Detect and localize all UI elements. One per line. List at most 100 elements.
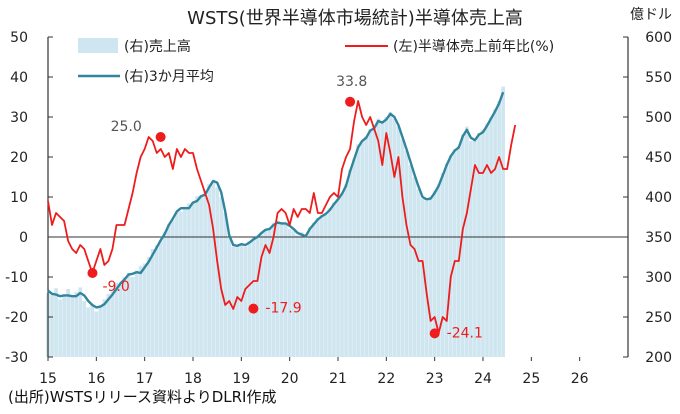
- left-tick-label: 10: [10, 190, 28, 206]
- annotation-marker: [248, 303, 259, 314]
- sales-bar: [352, 158, 356, 357]
- sales-bar: [86, 307, 91, 357]
- sales-bar: [316, 217, 320, 357]
- sales-bar: [356, 144, 360, 357]
- sales-bar: [166, 224, 171, 357]
- sales-bar: [416, 189, 421, 357]
- sales-bar: [291, 230, 296, 357]
- sales-bar: [360, 141, 365, 357]
- sales-bar: [255, 235, 260, 357]
- sales-bar: [134, 270, 139, 357]
- sales-bar: [412, 177, 417, 357]
- right-tick-label: 400: [645, 190, 672, 206]
- source-note: (出所)WSTSリリース資料よりDLRI作成: [8, 388, 277, 406]
- annotation-marker: [429, 328, 440, 339]
- chart-title: WSTS(世界半導体市場統計)半導体売上高: [187, 8, 523, 29]
- sales-bar: [195, 196, 199, 357]
- sales-bar: [320, 214, 324, 357]
- sales-bar: [501, 86, 505, 357]
- sales-bar: [203, 190, 207, 357]
- annotations: 25.0 -9.0 -17.9 33.8 -24.1: [87, 74, 483, 341]
- annotation-label: -9.0: [102, 279, 129, 295]
- left-tick-label: -30: [5, 350, 28, 366]
- sales-bar: [171, 219, 175, 357]
- sales-bar: [191, 201, 195, 357]
- annotation-label: -17.9: [265, 301, 301, 317]
- sales-bar: [340, 193, 344, 357]
- sales-bars: [46, 86, 505, 358]
- sales-bar: [497, 101, 501, 357]
- sales-bar: [122, 277, 127, 357]
- x-tick-label: 25: [522, 371, 540, 387]
- sales-bar: [179, 211, 183, 357]
- sales-bar: [183, 206, 187, 357]
- sales-bar: [175, 212, 179, 357]
- legend-swatch-sales: [78, 38, 118, 53]
- sales-bar: [348, 169, 352, 357]
- sales-bar: [485, 123, 489, 358]
- sales-bar: [106, 293, 111, 357]
- sales-bar: [263, 230, 268, 357]
- sales-bar: [392, 118, 397, 357]
- sales-bar: [324, 214, 328, 357]
- sales-bar: [211, 181, 215, 357]
- sales-bar: [102, 299, 107, 357]
- sales-bar: [444, 163, 449, 357]
- sales-bar: [74, 292, 79, 357]
- sales-bar: [98, 305, 103, 357]
- sales-bar: [469, 141, 473, 357]
- right-axis-unit: 億ドル: [630, 7, 672, 23]
- sales-bar: [408, 165, 413, 357]
- right-tick-label: 600: [645, 30, 672, 46]
- left-tick-label: 40: [10, 70, 28, 86]
- legend-label-yoy: (左)半導体売上前年比(%): [393, 38, 554, 55]
- annotation-marker: [345, 96, 356, 107]
- series-lines: [47, 91, 517, 334]
- x-tick-label: 19: [232, 371, 250, 387]
- sales-bar: [150, 249, 155, 357]
- axes: 50 40 30 20 10 0 -10 -20 -30 600 550 500 450 400 350 30…: [5, 30, 672, 387]
- left-tick-label: 50: [10, 30, 28, 46]
- sales-bar: [328, 208, 332, 357]
- sales-bar: [158, 240, 163, 357]
- x-tick-label: 21: [329, 371, 347, 387]
- sales-bar: [400, 139, 405, 357]
- sales-bar: [448, 155, 453, 357]
- sales-bar: [465, 126, 469, 357]
- sales-bar: [154, 245, 159, 357]
- right-tick-label: 450: [645, 150, 672, 166]
- right-tick-label: 500: [645, 110, 672, 126]
- annotation-label: -24.1: [447, 325, 483, 341]
- sales-bar: [287, 229, 292, 357]
- sales-bar: [432, 190, 437, 357]
- sales-bar: [50, 294, 54, 357]
- sales-bar: [114, 282, 119, 357]
- sales-bar: [251, 237, 256, 357]
- sales-bar: [187, 203, 191, 357]
- x-tick-label: 20: [281, 371, 299, 387]
- sales-bar: [62, 294, 66, 357]
- sales-bar: [78, 287, 83, 357]
- sales-bar: [138, 265, 143, 357]
- sales-bar: [199, 195, 203, 357]
- left-tick-label: 30: [10, 110, 28, 126]
- sales-bar: [259, 232, 264, 357]
- yoy-line: [47, 100, 517, 334]
- sales-bar: [299, 232, 304, 357]
- annotation-label: 25.0: [111, 119, 142, 135]
- x-tick-label: 18: [184, 371, 202, 387]
- left-tick-label: 20: [10, 150, 28, 166]
- sales-bar: [336, 198, 340, 357]
- sales-bar: [271, 222, 276, 357]
- sales-bar: [380, 121, 385, 357]
- sales-bar: [231, 246, 236, 357]
- sales-bar: [440, 173, 445, 357]
- sales-bar: [376, 118, 381, 357]
- legend: (右)売上高 (左)半導体売上前年比(%) (右)3か月平均: [78, 38, 554, 85]
- left-tick-label: -20: [5, 310, 28, 326]
- sales-bar: [368, 129, 373, 357]
- sales-bar: [307, 227, 312, 357]
- sales-bar: [94, 311, 99, 357]
- sales-bar: [481, 129, 485, 357]
- sales-bar: [235, 246, 240, 357]
